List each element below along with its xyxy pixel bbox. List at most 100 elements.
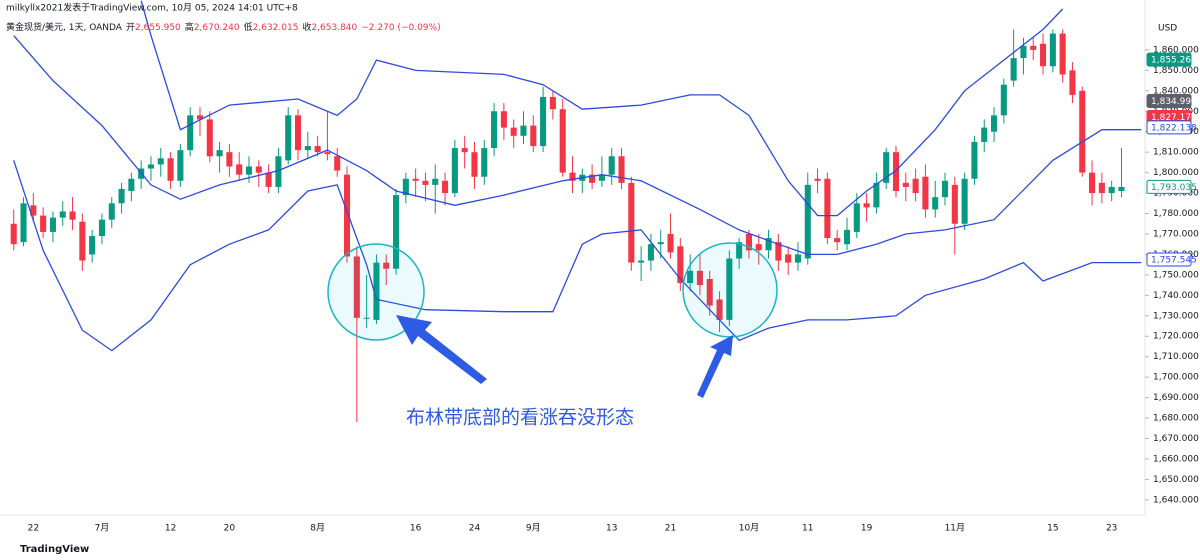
candle-body xyxy=(167,158,174,181)
candle-body xyxy=(1010,58,1017,81)
candle-body xyxy=(883,152,890,183)
candle-body xyxy=(932,197,939,210)
candle-body xyxy=(902,182,909,187)
candle-body xyxy=(794,254,802,263)
candle-body xyxy=(853,203,860,232)
x-tick-label: 22 xyxy=(28,524,39,534)
candle-body xyxy=(245,166,253,175)
candle-body xyxy=(451,148,458,194)
candle-body xyxy=(285,115,292,161)
candle-body xyxy=(775,242,782,261)
y-tick-label: 1,850.000 xyxy=(1153,66,1199,76)
candle-body xyxy=(804,184,811,259)
y-tick-label: 1,680.000 xyxy=(1153,414,1199,424)
y-tick-label: 1,810.000 xyxy=(1153,148,1199,158)
x-tick-label: 16 xyxy=(410,524,422,534)
candle-body xyxy=(177,150,184,181)
y-tick-label: 1,730.000 xyxy=(1153,311,1199,321)
candle-body xyxy=(667,233,674,253)
candle-body xyxy=(1108,186,1115,194)
candle-body xyxy=(481,148,488,177)
price-tag xyxy=(1146,252,1192,267)
candle-body xyxy=(383,262,390,269)
candle-body xyxy=(608,156,615,175)
candle-body xyxy=(363,317,370,319)
candle-body xyxy=(461,148,468,153)
x-tick-label: 23 xyxy=(1106,524,1117,534)
x-tick-label: 9月 xyxy=(526,523,541,534)
legend-high-label: 高 xyxy=(185,21,194,33)
candle-body xyxy=(530,125,537,147)
x-tick-label: 11月 xyxy=(945,523,965,534)
legend-high: 2,670.240 xyxy=(194,23,240,33)
candle-body xyxy=(520,125,527,136)
candle-body xyxy=(941,180,949,198)
x-tick-label: 10月 xyxy=(739,523,759,534)
legend-symbol: 黄金现货/美元, 1天, OANDA xyxy=(6,21,123,33)
candle-body xyxy=(716,299,723,320)
y-tick-label: 1,720.000 xyxy=(1153,332,1199,342)
candle-body xyxy=(432,178,439,185)
legend-close: 2,653.840 xyxy=(311,23,357,33)
legend-low: 2,632.015 xyxy=(253,23,299,33)
y-tick-label: 1,740.000 xyxy=(1153,291,1199,301)
y-tick-label: 1,780.000 xyxy=(1153,209,1199,219)
candle-body xyxy=(49,217,56,232)
x-tick-label: 11 xyxy=(802,524,813,534)
candle-body xyxy=(304,146,311,151)
candle-body xyxy=(147,164,155,169)
candle-body xyxy=(628,182,635,263)
candle-body xyxy=(128,178,135,192)
candle-body xyxy=(843,229,851,245)
candle-body xyxy=(755,244,762,251)
candle-body xyxy=(540,96,547,147)
candle-body xyxy=(216,150,223,157)
candle-body xyxy=(1049,33,1056,67)
candle-body xyxy=(236,164,243,175)
candle-body xyxy=(922,176,929,210)
bollinger-band xyxy=(140,0,1064,217)
candle-body xyxy=(118,188,125,204)
candle-body xyxy=(1059,33,1066,75)
legend-change: −2.270 (−0.09%) xyxy=(361,23,440,33)
candle-body xyxy=(10,223,17,245)
legend-close-label: 收 xyxy=(302,21,311,33)
bollinger-band xyxy=(13,160,1142,352)
x-tick-label: 19 xyxy=(861,524,873,534)
candle-body xyxy=(745,233,752,251)
candle-body xyxy=(990,115,998,132)
candle-body xyxy=(69,211,76,220)
candle-body xyxy=(324,152,331,155)
legend: 黄金现货/美元, 1天, OANDA 开2,655.950 高2,670.240 低2… xyxy=(6,21,441,33)
candle-body xyxy=(677,246,684,284)
candle-body xyxy=(206,119,213,157)
price-tag-label: 1,822.138 xyxy=(1151,123,1197,133)
price-tag-label: 1,793.035 xyxy=(1151,183,1197,193)
candle-body xyxy=(598,174,605,181)
price-tag-label: 1,834.993 xyxy=(1151,97,1197,107)
price-tag-label: 1,855.266 xyxy=(1151,56,1197,66)
legend-open-label: 开 xyxy=(126,22,135,33)
y-tick-label: 1,750.000 xyxy=(1153,270,1199,280)
candle-body xyxy=(873,182,880,208)
candle-body xyxy=(726,258,733,320)
candle-body xyxy=(402,178,409,196)
candle-body xyxy=(814,178,821,181)
candle-body xyxy=(785,254,792,263)
candle-body xyxy=(765,238,772,251)
candle-body xyxy=(157,158,164,165)
candle-body xyxy=(500,111,507,128)
candle-body xyxy=(618,156,625,183)
candle-body xyxy=(30,205,37,216)
legend-open: 2,655.950 xyxy=(135,23,181,33)
arrow xyxy=(697,335,733,398)
candle-body xyxy=(40,215,47,232)
candle-body xyxy=(275,156,282,187)
candle-body xyxy=(981,127,988,142)
candle-body xyxy=(1079,90,1086,173)
candle-body xyxy=(647,244,654,261)
candle-body xyxy=(294,115,302,151)
candle-body xyxy=(89,236,96,255)
candle-body xyxy=(226,152,233,167)
